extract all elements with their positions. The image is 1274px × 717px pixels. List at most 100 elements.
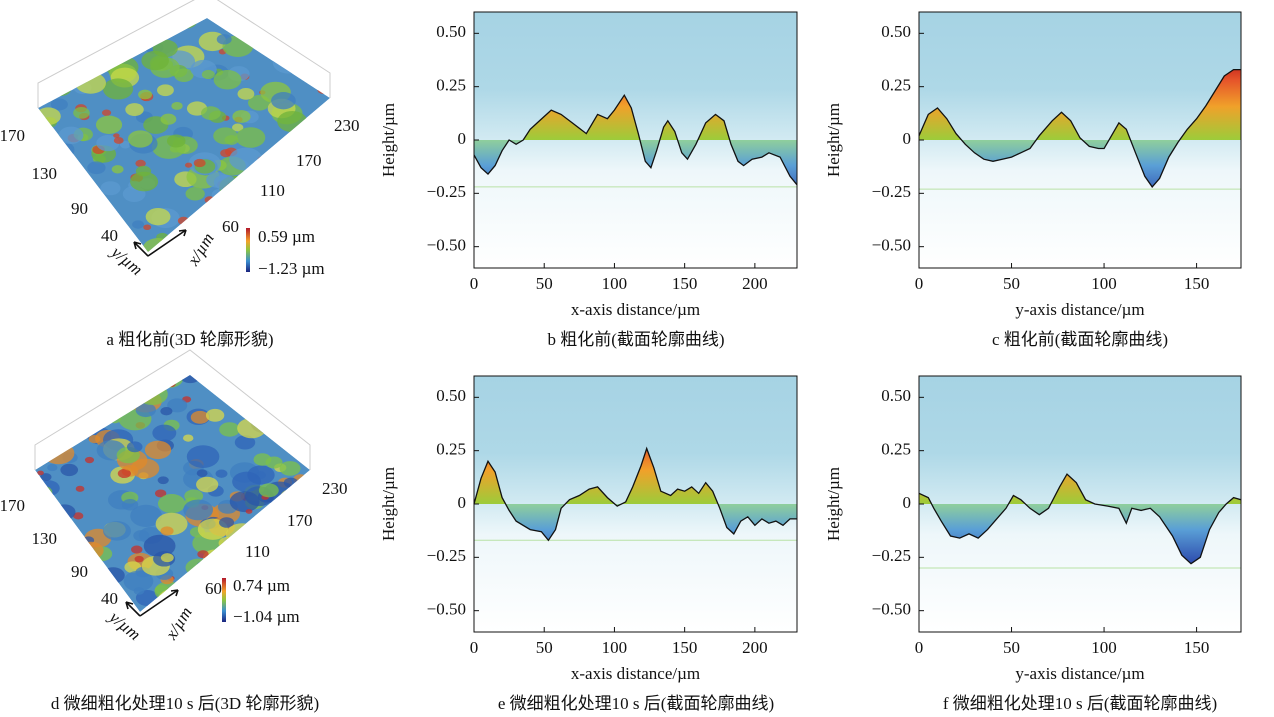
surface-texture (157, 494, 186, 514)
surface-texture (50, 183, 65, 193)
y-tick-label: 0.50 (436, 22, 466, 41)
surface-texture (277, 110, 308, 133)
surface-texture (96, 375, 124, 395)
surface-texture (197, 550, 209, 559)
surface-texture (100, 181, 121, 196)
surface-texture (297, 581, 309, 590)
profile-line (473, 446, 797, 542)
surface-texture (133, 530, 150, 542)
y-tick-label: 90 (71, 562, 88, 581)
surface-texture (232, 471, 261, 492)
surface-texture (95, 115, 123, 134)
surface-texture (96, 135, 120, 152)
axis-arrow (133, 229, 187, 257)
surface-texture (260, 417, 277, 429)
x-tick-label: 0 (915, 274, 924, 293)
surface-texture (143, 224, 152, 231)
surface-texture (147, 18, 161, 28)
surface-texture (136, 383, 168, 406)
surface-texture (300, 23, 325, 41)
caption: c 粗化前(截面轮廓曲线) (992, 330, 1168, 349)
y-tick-label: −0.25 (872, 182, 911, 201)
surface-texture (160, 553, 174, 563)
surface-texture (196, 469, 208, 478)
surface-texture (195, 565, 212, 577)
surface-texture (149, 23, 163, 33)
surface-texture (282, 175, 302, 189)
surface-texture (228, 187, 247, 201)
surface-texture (113, 137, 124, 144)
surface-texture (102, 581, 111, 587)
surface-texture (38, 78, 53, 97)
x-tick-label: 150 (672, 274, 698, 293)
surface-texture (87, 18, 103, 29)
surface-texture (261, 210, 286, 227)
y-tick-label: 0.25 (881, 440, 911, 459)
surface-texture (244, 29, 270, 48)
x-tick-label: 60 (222, 217, 239, 236)
surface-texture (160, 18, 188, 28)
surface-texture (130, 504, 162, 528)
x-tick-label: 0 (470, 274, 479, 293)
surface-texture (296, 600, 310, 612)
surface-texture (71, 216, 99, 236)
surface-texture (220, 549, 241, 564)
surface-texture (64, 229, 76, 237)
surface-texture (101, 109, 112, 116)
surface-texture (113, 133, 120, 138)
surface-texture (45, 586, 70, 604)
surface-texture (247, 208, 259, 217)
surface-texture (88, 389, 99, 397)
surface-texture (221, 375, 248, 385)
y-tick-label: 0 (903, 493, 912, 512)
surface-texture (99, 375, 125, 387)
surface-texture (56, 18, 70, 25)
surface-texture (230, 195, 240, 203)
surface-texture (131, 545, 143, 554)
surface-texture (280, 198, 314, 222)
surface-texture (77, 394, 99, 409)
surface-texture (174, 68, 194, 82)
surface-texture (157, 84, 174, 97)
surface-texture (324, 23, 330, 30)
surface-texture (201, 69, 215, 80)
surface-texture (135, 402, 156, 418)
surface-texture (38, 217, 61, 240)
profile-line (918, 473, 1242, 565)
surface-texture (121, 499, 139, 511)
surface-texture (67, 235, 82, 245)
x-tick-label: 0 (470, 638, 479, 657)
surface-texture (298, 539, 310, 548)
surface-texture (287, 425, 309, 441)
profile-area-positive (474, 448, 797, 504)
surface-texture (38, 90, 51, 107)
surface-texture (269, 152, 281, 161)
y-axis-label: Height/µm (824, 103, 843, 177)
profile-area-positive (919, 69, 1241, 140)
surface-texture (185, 558, 212, 577)
surface-texture (164, 243, 180, 252)
surface-texture (154, 489, 167, 498)
surface-texture (317, 244, 330, 252)
y-tick-label: 130 (32, 164, 58, 183)
surface-texture (142, 18, 161, 28)
x-tick-label: 100 (602, 274, 628, 293)
profile-area-positive (474, 95, 797, 140)
x-tick-label: 100 (602, 638, 628, 657)
surface-texture (160, 113, 177, 125)
surface-texture (272, 51, 305, 74)
surface-texture (254, 18, 287, 32)
y-tick-label: 0 (458, 493, 467, 512)
surface-texture (272, 377, 284, 386)
surface-texture (68, 375, 90, 389)
x-tick-label: 170 (296, 151, 322, 170)
surface-texture (51, 82, 72, 96)
surface-texture (69, 401, 85, 412)
surface-texture (212, 387, 224, 395)
surface-texture (127, 130, 153, 148)
surface-texture (87, 24, 95, 30)
surface-texture (211, 563, 235, 580)
surface-texture (38, 209, 45, 218)
x-axis-label: x/µm (161, 604, 196, 644)
surface-texture (213, 127, 238, 145)
